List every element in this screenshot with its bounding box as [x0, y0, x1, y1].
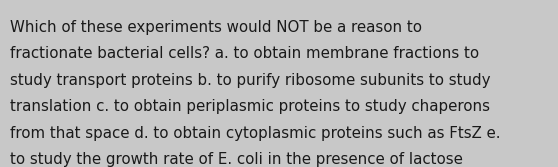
Text: from that space d. to obtain cytoplasmic proteins such as FtsZ e.: from that space d. to obtain cytoplasmic… — [10, 126, 501, 141]
Text: study transport proteins b. to purify ribosome subunits to study: study transport proteins b. to purify ri… — [10, 73, 490, 88]
Text: to study the growth rate of E. coli in the presence of lactose: to study the growth rate of E. coli in t… — [10, 152, 463, 167]
Text: fractionate bacterial cells? a. to obtain membrane fractions to: fractionate bacterial cells? a. to obtai… — [10, 46, 479, 61]
Text: translation c. to obtain periplasmic proteins to study chaperons: translation c. to obtain periplasmic pro… — [10, 99, 490, 114]
Text: Which of these experiments would NOT be a reason to: Which of these experiments would NOT be … — [10, 20, 422, 35]
